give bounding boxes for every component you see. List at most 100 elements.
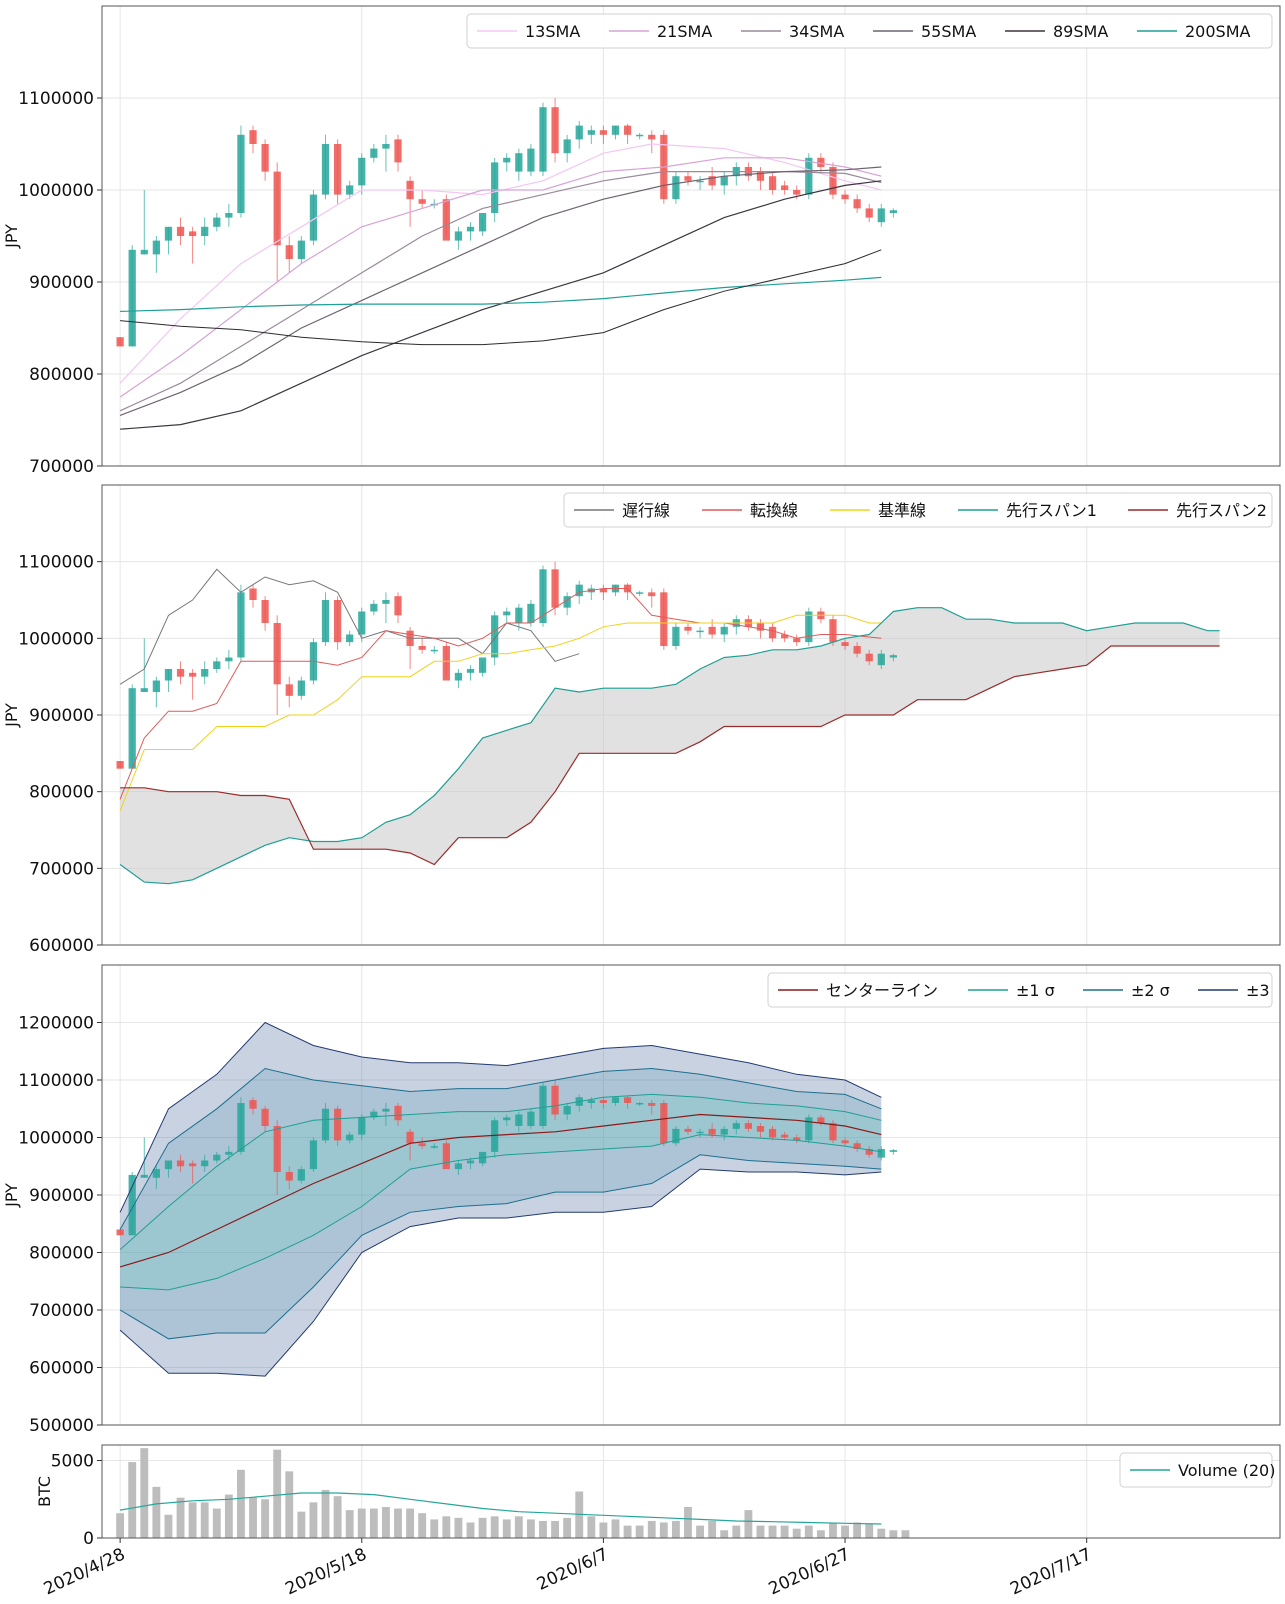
x-tick-label: 2020/5/18 (282, 1544, 369, 1599)
candle-body (515, 607, 523, 623)
candle-body (696, 1131, 704, 1134)
volume-bar (792, 1528, 801, 1538)
legend-label: ±1 σ (1016, 981, 1055, 1000)
candle-body (841, 194, 849, 200)
volume-bar (816, 1530, 825, 1538)
candle-body (261, 600, 269, 623)
candle-body (285, 684, 293, 696)
volume-bar (345, 1510, 354, 1538)
candle-body (720, 176, 728, 186)
candle-body (527, 1111, 535, 1126)
legend-label: 13SMA (525, 22, 580, 41)
ichimoku-cloud (120, 607, 1220, 884)
candle-body (684, 1128, 692, 1132)
y-axis-label: JPY (2, 1183, 21, 1208)
candle-body (152, 680, 160, 692)
candle-body (829, 619, 837, 643)
candle-body (696, 630, 704, 633)
candle-body (575, 125, 583, 140)
legend-label: 先行スパン1 (1006, 501, 1097, 520)
candle-body (249, 130, 257, 144)
candle-body (503, 157, 511, 163)
candle-body (418, 199, 426, 204)
y-tick-label: 700000 (29, 1301, 94, 1321)
y-tick-label: 700000 (29, 859, 94, 879)
candle-body (261, 144, 269, 172)
candle-body (358, 611, 366, 635)
candle-body (539, 107, 547, 172)
volume-bar (901, 1530, 910, 1538)
candle-body (176, 226, 185, 236)
volume-bar (853, 1522, 862, 1538)
y-tick-label: 1000000 (18, 629, 94, 649)
candle-body (636, 134, 644, 137)
candle-body (853, 1143, 861, 1149)
candle-body (527, 603, 535, 623)
candle-body (201, 226, 209, 236)
volume-bar (587, 1516, 596, 1538)
candle-body (877, 208, 885, 223)
sma-line-34SMA (119, 171, 882, 412)
candle-body (768, 176, 777, 190)
candle-body (116, 337, 124, 347)
candle-body (321, 144, 330, 195)
candle-body (273, 1126, 281, 1172)
candle-body (249, 588, 257, 600)
candle-body (478, 657, 487, 673)
candle-body (466, 669, 475, 673)
bollinger-3sigma-band (120, 1022, 882, 1377)
candle-body (164, 1160, 173, 1170)
candle-body (140, 688, 148, 692)
candle-body (756, 623, 765, 631)
sma-line-200SMA (120, 276, 882, 312)
candle-body (877, 653, 885, 666)
legend-label: ±2 σ (1131, 981, 1170, 1000)
candle-body (176, 1160, 185, 1167)
volume-bar (502, 1519, 511, 1538)
candle-body (297, 1169, 305, 1181)
candle-body (358, 157, 366, 186)
candle-body (394, 596, 402, 616)
candle-body (454, 672, 463, 681)
candle-body (491, 615, 499, 658)
volume-bar (841, 1525, 849, 1538)
candle-body (756, 1126, 765, 1132)
volume-bar (478, 1517, 487, 1538)
candle-body (466, 1160, 475, 1164)
volume-bar (273, 1449, 282, 1538)
legend-label: ±3 (1246, 981, 1270, 1000)
candle-body (829, 1123, 837, 1141)
chikou-line (119, 568, 580, 685)
candle-body (708, 1128, 716, 1135)
candle-body (877, 1149, 885, 1158)
volume-bar (369, 1508, 378, 1538)
legend-box (1119, 1452, 1273, 1488)
volume-bar (237, 1469, 245, 1538)
candle-body (817, 157, 825, 167)
candle-body (237, 592, 245, 658)
candle-body (466, 226, 475, 232)
candle-body (756, 171, 765, 181)
legend-label: センターライン (826, 981, 938, 1000)
legend-label: Volume (20) (1178, 1461, 1275, 1480)
sma-line-21SMA (119, 157, 882, 398)
volume-bar (696, 1525, 704, 1538)
volume-bar (297, 1511, 306, 1538)
senkou-span1-line (119, 607, 1220, 885)
candle-body (781, 634, 789, 639)
y-axis-label: BTC (35, 1476, 54, 1507)
candle-body (285, 1172, 293, 1181)
candle-body (418, 1143, 426, 1147)
candle-body (442, 646, 450, 681)
volume-bar (490, 1516, 499, 1538)
panel-2-frame (101, 484, 1281, 946)
bollinger-plus1-line (119, 1093, 882, 1250)
volume-bar (551, 1520, 560, 1538)
candle-body (478, 213, 487, 232)
x-tick-label: 2020/6/27 (766, 1544, 853, 1599)
volume-bar (780, 1525, 789, 1538)
volume-ma-line (119, 1492, 882, 1525)
candle-body (587, 1100, 595, 1103)
legend-label: 21SMA (657, 22, 712, 41)
volume-bar (176, 1497, 185, 1538)
